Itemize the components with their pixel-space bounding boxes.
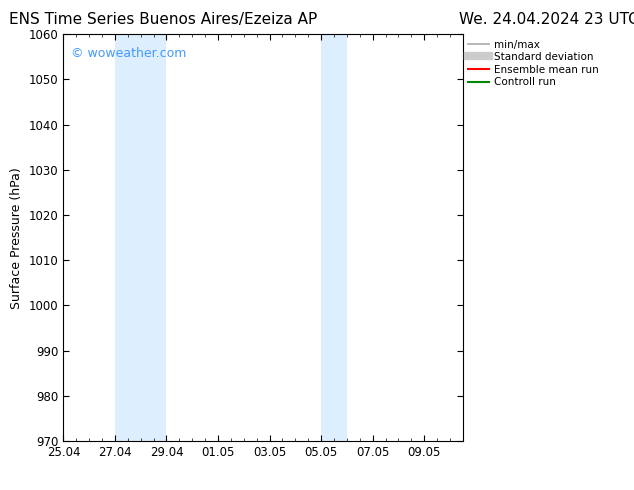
Legend: min/max, Standard deviation, Ensemble mean run, Controll run: min/max, Standard deviation, Ensemble me… [468, 40, 599, 87]
Text: © woweather.com: © woweather.com [72, 47, 187, 59]
Text: ENS Time Series Buenos Aires/Ezeiza AP: ENS Time Series Buenos Aires/Ezeiza AP [9, 12, 318, 27]
Y-axis label: Surface Pressure (hPa): Surface Pressure (hPa) [10, 167, 23, 309]
Text: We. 24.04.2024 23 UTC: We. 24.04.2024 23 UTC [458, 12, 634, 27]
Bar [115, 34, 167, 441]
Bar [321, 34, 347, 441]
